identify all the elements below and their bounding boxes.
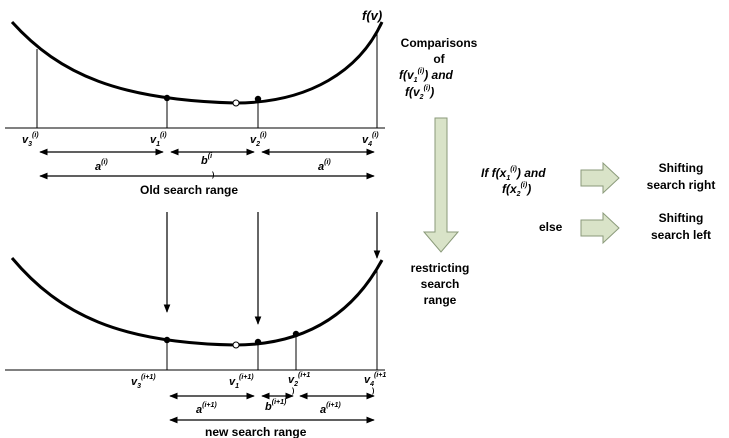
top-function-curve	[10, 20, 384, 105]
bottom-a-left-label: a(i+1)	[196, 402, 217, 416]
bottom-panel: v3(i+1) v1(i+1) v2(i+1 ) v4(i+1 ) a(i+1)…	[5, 257, 386, 438]
top-v4-label: v4(i)	[362, 132, 379, 148]
shift-left-line1: Shifting	[659, 211, 704, 225]
top-a-left-label: a(i)	[95, 159, 108, 173]
shift-right-line1: Shifting	[659, 161, 704, 175]
restricting-line3: range	[424, 293, 457, 307]
top-v2-point	[254, 95, 262, 103]
shift-right-arrow	[580, 161, 620, 195]
comparisons-line2: of	[433, 52, 445, 66]
bottom-v1-point	[254, 338, 262, 346]
top-minimum-point	[232, 99, 240, 107]
shift-right-line2: search right	[647, 178, 716, 192]
top-v1-point	[163, 94, 171, 102]
condition-if-line: If f(x1(i)) and	[481, 166, 546, 182]
comparisons-line4: f(v2(i))	[405, 85, 434, 101]
bottom-v3-label: v3(i+1)	[131, 374, 156, 390]
shift-left-line2: search left	[651, 228, 711, 242]
top-range-caption: Old search range	[140, 183, 238, 197]
bottom-v2-label: v2(i+1	[288, 372, 310, 388]
bottom-v1-label: v1(i+1)	[229, 374, 254, 390]
bottom-a-right-label: a(i+1)	[320, 402, 341, 416]
bottom-v3-point	[163, 336, 171, 344]
restricting-text: restricting search range	[411, 261, 470, 307]
top-panel: f(v) v3(i) v1(i) v2(i) v4(i) a(i) b(i ) …	[5, 8, 385, 197]
comparisons-line3: f(v1(i)) and	[399, 68, 454, 84]
condition-line2: f(x2(i))	[502, 182, 531, 198]
top-v3-label: v3(i)	[22, 132, 39, 148]
top-curve-label: f(v)	[362, 8, 382, 23]
shift-left-arrow	[580, 211, 620, 245]
condition-else-label: else	[539, 220, 563, 234]
bottom-v4-label-tail: )	[372, 388, 374, 395]
bottom-v2-label-tail: )	[292, 388, 294, 395]
comparisons-text: Comparisons of f(v1(i)) and f(v2(i))	[399, 36, 478, 101]
restricting-line2: search	[421, 277, 460, 291]
condition-text: If f(x1(i)) and f(x2(i)) else	[481, 166, 563, 234]
bottom-b-label: b(i+1)	[265, 399, 287, 413]
bottom-v4-label: v4(i+1	[364, 372, 386, 388]
top-a-right-label: a(i)	[318, 159, 331, 173]
comparisons-line1: Comparisons	[401, 36, 478, 50]
bottom-minimum-point	[232, 341, 240, 349]
bottom-range-caption: new search range	[205, 425, 307, 438]
restricting-line1: restricting	[411, 261, 470, 275]
restricting-down-arrow	[422, 117, 460, 253]
top-v2-label: v2(i)	[250, 132, 267, 148]
outcomes-text: Shifting search right Shifting search le…	[647, 161, 716, 242]
top-v1-label: v1(i)	[150, 132, 167, 148]
bottom-v2-point	[292, 330, 300, 338]
bottom-function-curve	[10, 257, 384, 347]
top-b-label: b(i	[201, 153, 213, 167]
